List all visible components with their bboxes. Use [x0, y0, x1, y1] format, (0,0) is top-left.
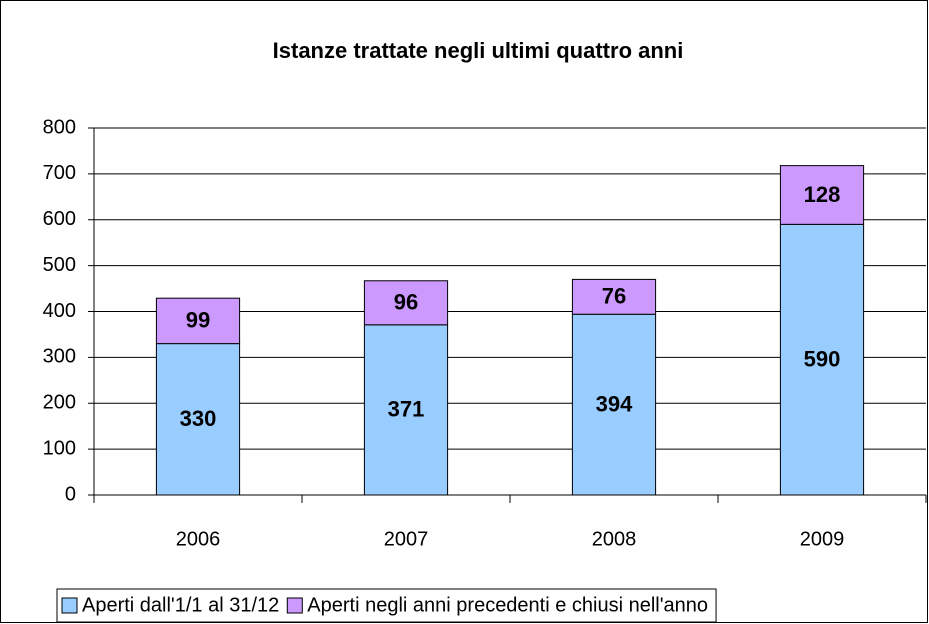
y-tick-label: 300	[43, 346, 76, 368]
value-label: 371	[388, 397, 425, 422]
y-tick-label: 700	[43, 162, 76, 184]
bar-segment	[571, 278, 657, 315]
value-label: 330	[180, 406, 217, 431]
bar-segment	[363, 324, 449, 496]
value-label: 99	[186, 308, 210, 333]
x-tick-label: 2007	[384, 528, 429, 550]
y-tick-label: 500	[43, 254, 76, 276]
value-label: 76	[602, 284, 626, 309]
y-tick-label: 800	[43, 116, 76, 138]
bar-segment	[779, 165, 865, 225]
x-tick-label: 2006	[176, 528, 221, 550]
y-tick-label: 200	[43, 392, 76, 414]
y-tick-label: 400	[43, 300, 76, 322]
chart-title: Istanze trattate negli ultimi quattro an…	[273, 38, 684, 63]
value-label: 96	[394, 290, 418, 315]
x-tick-label: 2008	[592, 528, 637, 550]
x-tick-label: 2009	[800, 528, 845, 550]
legend-label: Aperti negli anni precedenti e chiusi ne…	[307, 594, 708, 616]
bar-segment	[779, 223, 865, 496]
y-tick-label: 0	[65, 483, 76, 505]
legend-label: Aperti dall'1/1 al 31/12	[82, 594, 279, 616]
bar-segment	[155, 343, 241, 496]
value-label: 128	[804, 182, 841, 207]
legend-box	[56, 588, 717, 623]
value-label: 394	[596, 391, 633, 416]
bar-segment	[363, 280, 449, 326]
legend: Aperti dall'1/1 al 31/12 Aperti negli ann…	[56, 588, 717, 623]
bar-segment	[155, 297, 241, 345]
legend-swatch	[286, 597, 303, 614]
value-label: 590	[804, 346, 841, 371]
legend-swatch	[61, 597, 78, 614]
y-tick-label: 600	[43, 208, 76, 230]
y-tick-label: 100	[43, 437, 76, 459]
